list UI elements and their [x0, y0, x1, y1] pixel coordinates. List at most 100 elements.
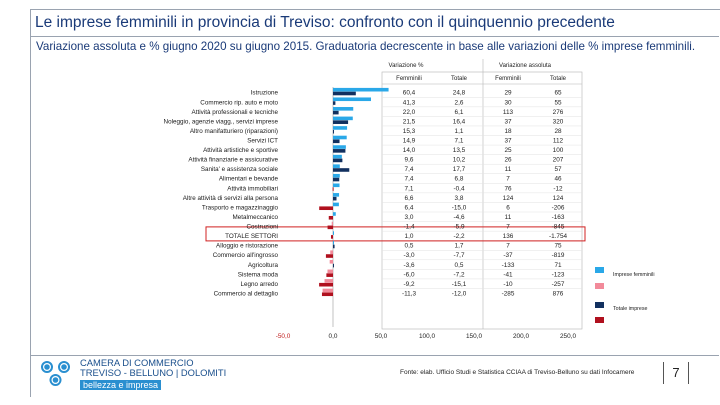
value-femminili-abs: 6 — [506, 204, 510, 211]
group-header-abs: Variazione assoluta — [499, 63, 552, 69]
legend-label-totale: Totale imprese — [613, 306, 647, 312]
value-femminili-abs: 7 — [506, 224, 510, 231]
logo-line-1: CAMERA DI COMMERCIO — [80, 357, 194, 368]
legend-label-femminili: Imprese femminili — [613, 272, 655, 278]
bar-totale — [333, 149, 346, 153]
value-femminili-abs: -285 — [502, 290, 515, 297]
legend-swatch-tot-neg — [595, 317, 604, 323]
value-femminili-pct: 7,4 — [405, 166, 414, 173]
bar-totale — [328, 215, 333, 220]
bar-totale — [327, 225, 333, 230]
value-femminili-abs: 18 — [504, 128, 512, 135]
value-femminili-pct: 6,6 — [405, 195, 414, 202]
value-totale-abs: 28 — [554, 128, 562, 135]
category-label: Attività immobiliari — [227, 185, 278, 192]
category-label: Sistema moda — [238, 271, 279, 278]
slide-frame — [30, 9, 720, 397]
value-totale-pct: 0,5 — [455, 262, 464, 269]
chamber-logo-text: CAMERA DI COMMERCIO TREVISO - BELLUNO | … — [80, 358, 226, 390]
value-femminili-abs: 11 — [505, 166, 512, 173]
x-tick-label: 150,0 — [466, 333, 482, 340]
value-totale-abs: 124 — [553, 195, 564, 202]
logo-line-2: TREVISO - BELLUNO | DOLOMITI — [80, 367, 227, 378]
value-femminili-abs: -10 — [503, 281, 513, 288]
value-totale-pct: -12,0 — [452, 290, 467, 297]
value-totale-pct: 6,8 — [455, 176, 464, 183]
value-totale-abs: 75 — [554, 243, 562, 250]
legend-swatch-tot-pos — [595, 302, 604, 308]
bar-femminili — [327, 269, 333, 274]
value-femminili-abs: 113 — [503, 109, 514, 116]
bar-totale — [333, 263, 334, 268]
value-totale-pct: -15,1 — [452, 281, 467, 288]
category-label: Legno arredo — [241, 281, 279, 288]
category-label: Commercio rip. auto e moto — [200, 99, 278, 106]
bar-totale — [333, 196, 337, 201]
data-source-note: Fonte: elab. Ufficio Studi e Statistica … — [400, 369, 635, 376]
value-totale-pct: 2,6 — [455, 99, 464, 106]
value-femminili-pct: 0,5 — [405, 243, 414, 250]
value-totale-pct: 6,1 — [455, 109, 464, 116]
bar-femminili — [333, 107, 354, 111]
column-header: Totale — [451, 76, 468, 82]
value-femminili-pct: 6,4 — [405, 204, 414, 211]
value-totale-pct: -7,2 — [453, 271, 464, 278]
page-subtitle: Variazione assoluta e % giugno 2020 su g… — [36, 40, 696, 53]
x-tick-label: 100,0 — [419, 333, 435, 340]
value-femminili-pct: -3,6 — [403, 262, 414, 269]
bar-femminili — [333, 87, 389, 92]
value-femminili-abs: 136 — [503, 233, 514, 240]
value-femminili-pct: 7,1 — [405, 185, 414, 192]
value-femminili-pct: -11,3 — [402, 290, 417, 297]
value-femminili-abs: -41 — [503, 271, 513, 278]
x-tick-label: 250,0 — [560, 333, 576, 340]
value-femminili-pct: 14,9 — [403, 138, 416, 145]
value-femminili-abs: 7 — [506, 176, 510, 183]
value-totale-pct: -5,9 — [453, 224, 464, 231]
value-totale-pct: 17,7 — [453, 166, 466, 173]
value-femminili-pct: -1,4 — [403, 224, 414, 231]
bar-totale — [333, 177, 340, 182]
bar-femminili — [333, 126, 348, 130]
category-label: Servizi ICT — [247, 138, 278, 145]
category-label: Metalmeccanico — [233, 214, 279, 221]
value-femminili-pct: 9,6 — [405, 157, 414, 164]
legend-swatch-fem-pos — [595, 267, 604, 273]
value-totale-pct: 1,7 — [455, 243, 464, 250]
page-title: Le imprese femminili in provincia di Tre… — [35, 14, 615, 31]
column-header: Femminili — [495, 76, 521, 82]
value-totale-abs: 100 — [553, 147, 564, 154]
bar-totale — [333, 168, 350, 172]
bar-femminili — [333, 173, 340, 178]
logo-tagline: bellezza e impresa — [80, 380, 162, 390]
value-totale-abs: 55 — [554, 99, 562, 106]
value-femminili-abs: 37 — [504, 138, 512, 145]
category-label: Commercio all'ingrosso — [213, 252, 279, 259]
group-header-pct: Variazione % — [389, 63, 425, 69]
x-tick-label: -50,0 — [276, 333, 291, 340]
value-totale-pct: 24,8 — [453, 90, 466, 97]
category-label: Attività artistiche e sportive — [203, 147, 278, 154]
value-femminili-pct: 41,3 — [403, 99, 416, 106]
value-femminili-pct: -6,0 — [403, 271, 414, 278]
bar-totale — [333, 158, 343, 163]
x-tick-label: 50,0 — [375, 333, 388, 340]
value-femminili-pct: 22,0 — [403, 109, 416, 116]
page-number: 7 — [663, 362, 689, 384]
bar-totale — [326, 273, 333, 277]
value-totale-abs: -206 — [552, 204, 565, 211]
category-label: Noleggio, agenzie viagg., servizi impres… — [164, 118, 279, 125]
value-totale-abs: 320 — [553, 118, 564, 125]
bar-femminili — [333, 97, 371, 102]
footer-divider — [31, 355, 719, 356]
highlight-box — [205, 226, 586, 242]
chamber-logo-icon — [41, 361, 70, 386]
value-femminili-pct: 3,0 — [405, 214, 414, 221]
x-tick-label: 0,0 — [329, 333, 338, 340]
category-label: Trasporto e magazzinaggio — [202, 204, 279, 211]
category-label: Attività finanziarie e assicurative — [188, 157, 278, 164]
bar-femminili — [322, 288, 333, 293]
value-totale-abs: -257 — [552, 281, 565, 288]
bar-totale — [333, 91, 356, 96]
value-totale-pct: -7,7 — [453, 252, 464, 259]
